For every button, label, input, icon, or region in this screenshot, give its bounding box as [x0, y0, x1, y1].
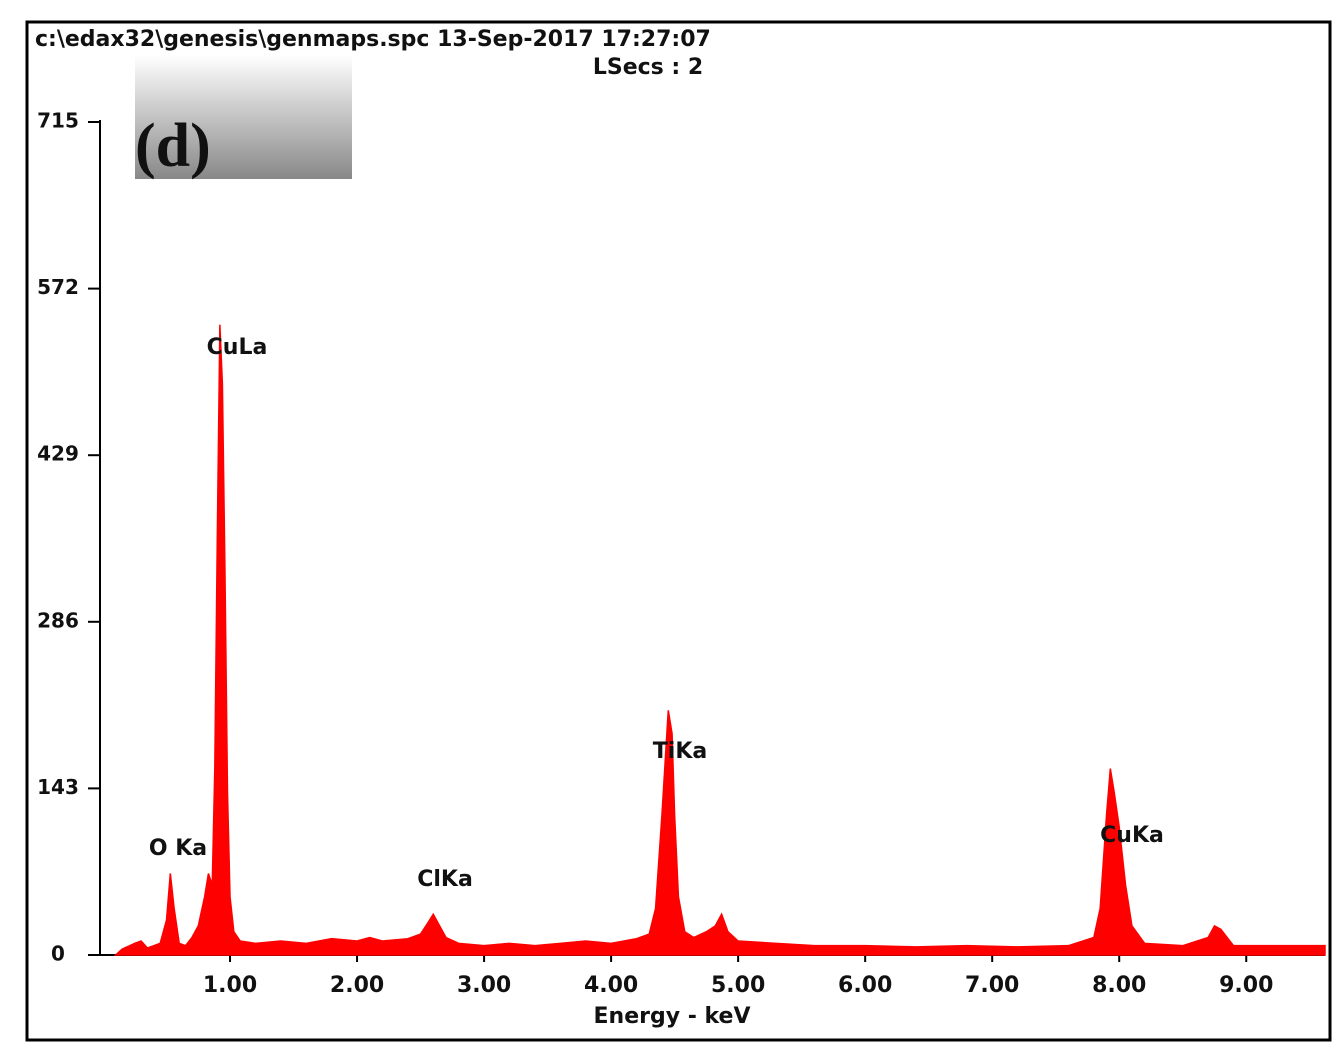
y-tick-label: 715 [37, 109, 79, 133]
panel-label: (d) [135, 112, 211, 180]
peak-label: O Ka [149, 836, 207, 861]
y-tick-label: 143 [37, 775, 79, 799]
x-tick-label: 4.00 [584, 973, 638, 998]
panel-label-box [135, 55, 352, 179]
x-tick-label: 6.00 [838, 973, 892, 998]
peak-label: TiKa [653, 739, 707, 764]
chart-title: c:\edax32\genesis\genmaps.spc 13-Sep-201… [35, 27, 711, 52]
x-tick-label: 8.00 [1092, 973, 1146, 998]
x-tick-label: 2.00 [330, 973, 384, 998]
peak-label: CuLa [207, 335, 268, 360]
y-tick-label: 572 [37, 275, 79, 299]
peak-label: ClKa [417, 867, 473, 892]
y-tick-label: 0 [51, 942, 65, 966]
chart-subtitle: LSecs : 2 [593, 55, 703, 80]
x-tick-label: 9.00 [1219, 973, 1273, 998]
x-tick-label: 1.00 [203, 973, 257, 998]
frame [25, 20, 1332, 1042]
y-tick-label: 429 [37, 442, 79, 466]
peak-label: CuKa [1100, 823, 1164, 848]
y-tick-label: 286 [37, 608, 79, 632]
spectrum-area [113, 324, 1326, 956]
x-axis-title: Energy - keV [594, 1004, 751, 1029]
x-tick-label: 7.00 [965, 973, 1019, 998]
x-tick-label: 3.00 [457, 973, 511, 998]
x-tick-label: 5.00 [711, 973, 765, 998]
